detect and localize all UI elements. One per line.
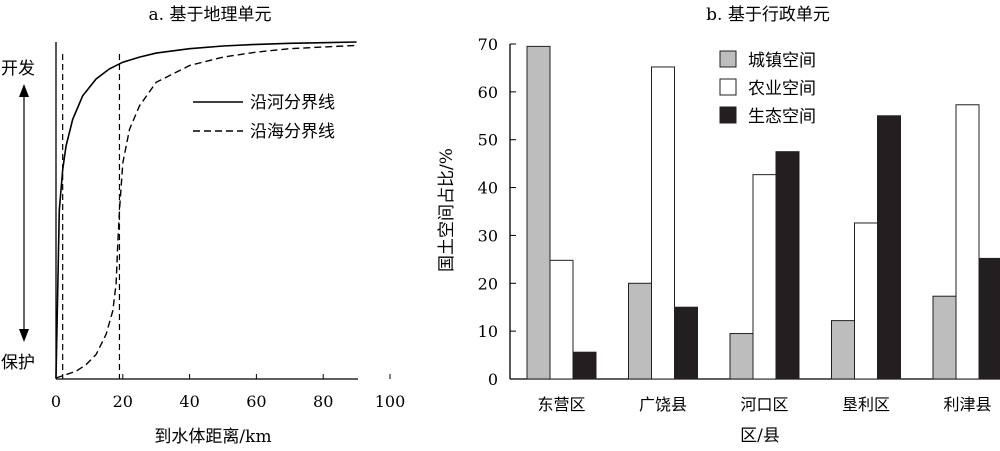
bar-2: [651, 66, 675, 380]
legend-swatch: [719, 106, 737, 124]
panel-b-bar-chart: b. 基于行政单元 0 10 20 30 40 50 60 70 东营区 广饶县 河口区 垦利区 利津…: [437, 5, 1000, 446]
y-tick-label: 70: [478, 35, 498, 54]
label-protect: 保护: [1, 353, 35, 373]
panel-b-y-ticks: 0 10 20 30 40 50 60 70: [478, 35, 516, 389]
legend-label: 城镇空间: [748, 51, 816, 71]
panel-a-legend: 沿河分界线 沿海分界线: [193, 93, 335, 142]
x-tick-label: 0: [51, 392, 61, 411]
bar-1: [932, 295, 957, 380]
y-tick-label: 60: [478, 83, 498, 102]
panel-b-category-labels: 东营区 广饶县 河口区 垦利区 利津县: [537, 395, 991, 414]
panel-a-x-axis-label: 到水体距离/km: [154, 427, 271, 447]
category-label: 河口区: [740, 395, 788, 414]
bar-1: [526, 45, 551, 380]
legend-swatch: [719, 50, 737, 68]
panel-a-series: [55, 41, 357, 379]
river-boundary-curve: [55, 41, 357, 379]
panel-b-bars: [526, 45, 1000, 380]
x-tick-label: 60: [246, 392, 266, 411]
panel-a-title: a. 基于地理单元: [149, 5, 272, 25]
category-label: 垦利区: [842, 395, 890, 414]
legend-label: 农业空间: [748, 79, 816, 99]
x-tick-label: 40: [179, 392, 199, 411]
x-tick-label: 20: [113, 392, 133, 411]
legend-label-river: 沿河分界线: [250, 93, 335, 113]
category-label: 利津县: [943, 395, 991, 414]
bar-3: [674, 306, 698, 380]
legend-swatch: [719, 78, 737, 96]
y-tick-label: 50: [478, 131, 498, 150]
y-tick-label: 20: [478, 274, 498, 293]
bar-1: [729, 333, 754, 380]
bar-1: [831, 320, 855, 380]
y-tick-label: 0: [488, 370, 498, 389]
y-tick-label: 30: [478, 226, 498, 245]
bar-3: [978, 257, 1000, 380]
panel-a-line-chart: a. 基于地理单元 0 20 40 60 80 100 到水体距离/km 开发 保护 沿河…: [1, 5, 405, 447]
bar-2: [955, 104, 980, 380]
y-tick-label: 40: [478, 179, 498, 198]
panel-b-x-axis-label: 区/县: [740, 426, 780, 446]
double-arrow: [19, 84, 29, 342]
coast-boundary-curve: [55, 44, 357, 379]
panel-b-y-axis-label: 国土空间占比/%: [437, 148, 457, 272]
panel-a-x-ticks: 0 20 40 60 80 100: [51, 374, 405, 411]
legend-label-coast: 沿海分界线: [250, 122, 335, 142]
bar-2: [854, 222, 878, 380]
bar-1: [628, 282, 652, 380]
y-tick-label: 10: [478, 322, 498, 341]
bar-3: [877, 115, 901, 380]
category-label: 东营区: [537, 395, 585, 414]
bar-3: [775, 151, 800, 380]
bar-2: [752, 174, 777, 380]
legend-label: 生态空间: [748, 107, 816, 127]
bar-3: [572, 351, 597, 380]
category-label: 广饶县: [639, 395, 687, 414]
panel-a-reference-lines: [62, 54, 121, 379]
label-develop: 开发: [1, 59, 35, 79]
arrow-down-head: [19, 329, 29, 342]
arrow-up-head: [19, 84, 29, 97]
x-tick-label: 80: [313, 392, 333, 411]
panel-b-title: b. 基于行政单元: [706, 5, 830, 25]
bar-2: [549, 259, 574, 380]
x-tick-label: 100: [375, 392, 406, 411]
